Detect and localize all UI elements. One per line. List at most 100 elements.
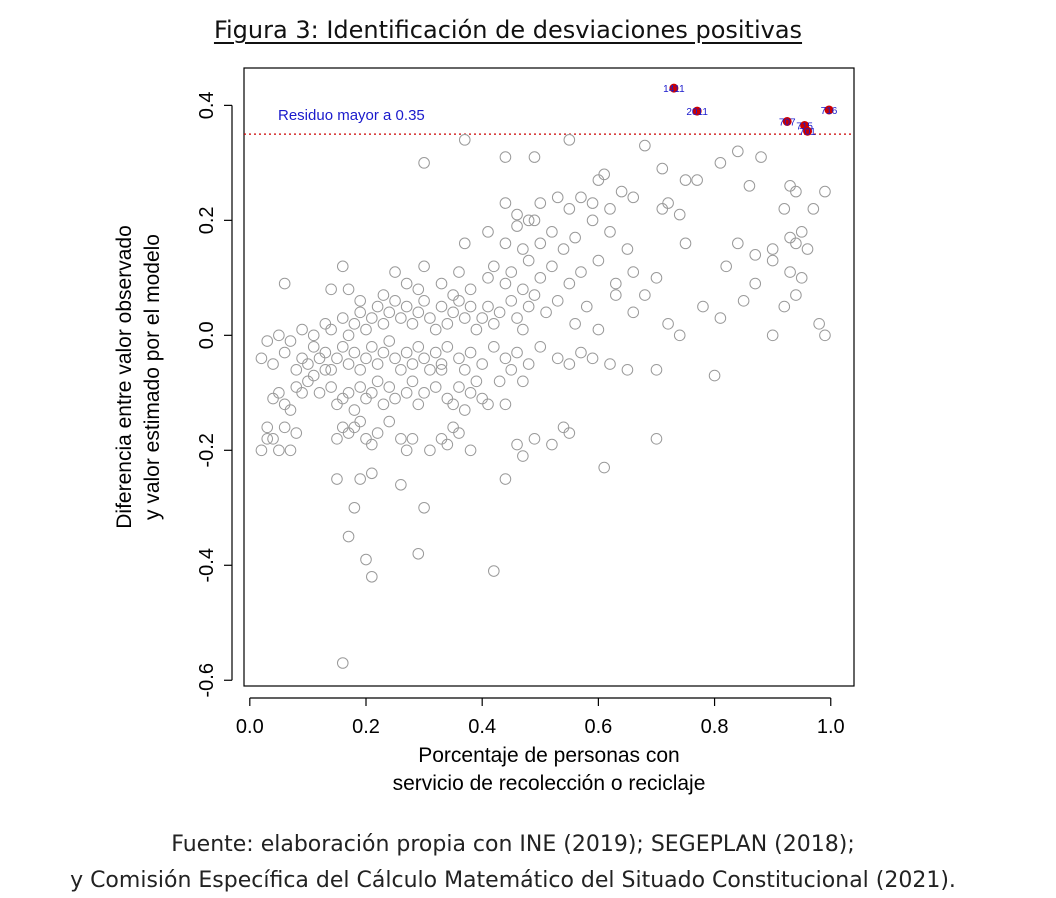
data-point	[313, 352, 326, 365]
data-point	[255, 444, 268, 457]
data-point	[790, 289, 802, 301]
data-point	[429, 346, 442, 359]
data-point	[517, 323, 529, 336]
data-point	[604, 203, 616, 215]
data-point	[482, 398, 494, 411]
data-point	[406, 358, 419, 370]
data-point	[389, 352, 401, 365]
data-point	[598, 461, 610, 474]
highlighted-point	[803, 126, 813, 136]
data-point	[336, 312, 349, 324]
data-point	[488, 260, 500, 273]
data-point	[400, 346, 413, 359]
plot-frame	[243, 67, 855, 687]
data-point	[464, 300, 477, 313]
y-tick-label: 0.2	[196, 206, 218, 234]
data-point	[639, 289, 651, 301]
y-axis-title-line2: y valor estimado por el modelo	[141, 234, 164, 520]
data-point	[575, 266, 587, 278]
data-point	[517, 375, 529, 388]
data-point	[383, 415, 396, 428]
data-point	[464, 444, 477, 457]
data-point	[639, 139, 651, 152]
data-point	[284, 444, 297, 457]
data-point	[563, 203, 576, 215]
data-point	[360, 323, 372, 336]
data-point	[395, 478, 407, 491]
data-point	[522, 300, 535, 313]
data-point	[499, 277, 512, 290]
data-point	[371, 427, 384, 439]
data-point	[575, 191, 587, 204]
data-point	[360, 433, 372, 445]
data-point	[755, 151, 767, 163]
data-point	[447, 421, 459, 434]
data-point	[336, 657, 349, 669]
data-point	[807, 203, 820, 215]
data-point	[604, 358, 616, 370]
data-point	[737, 295, 750, 307]
data-point	[517, 243, 529, 255]
data-point	[296, 323, 308, 336]
x-tick-label: 0.2	[352, 716, 380, 738]
data-point	[511, 208, 523, 221]
data-point	[360, 392, 372, 405]
x-axis: 0.0 0.2 0.4 0.6 0.8 1.0	[236, 697, 845, 738]
data-point	[435, 277, 448, 290]
data-point	[418, 501, 430, 514]
data-point	[336, 392, 349, 405]
data-point	[517, 283, 529, 296]
data-point	[377, 318, 390, 330]
data-point	[656, 162, 669, 175]
data-point	[534, 341, 547, 353]
data-point	[348, 404, 361, 416]
data-point	[586, 197, 599, 209]
data-point	[511, 220, 523, 232]
data-point	[522, 254, 535, 267]
data-point	[488, 341, 500, 353]
data-point	[273, 329, 285, 342]
data-point	[441, 392, 454, 405]
data-point	[482, 226, 494, 238]
data-point	[400, 277, 413, 290]
data-point	[307, 341, 320, 353]
data-point	[354, 295, 366, 307]
data-point	[714, 312, 727, 324]
highlighted-point-label: 715	[796, 121, 813, 132]
data-point	[650, 364, 663, 376]
data-point	[598, 168, 610, 181]
data-point	[732, 237, 744, 250]
data-point	[296, 352, 308, 365]
data-point	[284, 335, 297, 347]
data-point	[708, 369, 721, 382]
data-point	[435, 364, 448, 376]
data-point	[418, 352, 430, 365]
data-point	[546, 260, 558, 273]
data-point	[307, 329, 320, 342]
data-point	[366, 467, 378, 480]
data-point	[679, 174, 692, 186]
data-point	[412, 306, 425, 319]
data-point	[412, 283, 425, 296]
data-point	[424, 364, 436, 376]
data-point	[290, 364, 303, 376]
data-point	[575, 346, 587, 359]
highlighted-point-label: 1411	[663, 84, 685, 95]
data-point	[412, 547, 425, 560]
data-point	[342, 530, 355, 543]
data-point	[371, 300, 384, 313]
data-point	[534, 237, 547, 250]
y-axis: -0.6 -0.4 -0.2 0.0 0.2 0.4	[196, 91, 233, 697]
highlighted-point	[669, 83, 679, 93]
data-point	[563, 358, 576, 370]
data-point	[447, 289, 459, 301]
data-point	[528, 289, 541, 301]
data-point	[412, 341, 425, 353]
data-point	[464, 283, 477, 296]
data-point	[406, 318, 419, 330]
data-point	[395, 364, 407, 376]
data-point	[458, 237, 471, 250]
data-point	[424, 444, 436, 457]
threshold-label: Residuo mayor a 0.35	[278, 107, 425, 124]
